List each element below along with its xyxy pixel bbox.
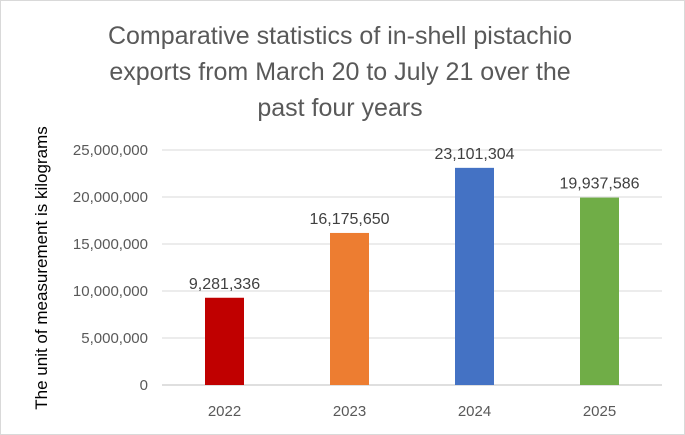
x-tick-label-2025: 2025 [583,403,616,420]
bar-2024 [455,167,494,385]
chart-title: Comparative statistics of in-shell pista… [40,18,640,126]
y-axis-ticks: 0 5,000,000 10,000,000 15,000,000 20,000,000… [73,142,148,394]
y-tick-label: 25,000,000 [73,142,148,159]
y-tick-label: 20,000,000 [73,189,148,206]
bar-2022 [205,297,244,385]
x-tick-label-2022: 2022 [208,403,241,420]
data-labels: 9,281,336 16,175,650 23,101,304 19,937,586 [189,146,640,293]
bar-2025 [580,197,619,385]
data-label-2023: 16,175,650 [309,211,389,228]
data-label-2022: 9,281,336 [189,276,260,293]
x-axis-ticks: 2022 2023 2024 2025 [208,403,616,420]
gridlines [162,149,662,386]
chart-title-line-1: Comparative statistics of in-shell pista… [107,22,573,50]
chart-title-line-3: past four years [257,94,423,122]
y-tick-label: 10,000,000 [73,283,148,300]
data-label-2025: 19,937,586 [559,176,639,193]
y-tick-label: 15,000,000 [73,236,148,253]
data-label-2024: 23,101,304 [434,146,514,163]
y-tick-label: 0 [140,377,148,394]
bars [205,167,619,385]
bar-2023 [330,232,369,385]
chart-title-line-2: exports from March 20 to July 21 over th… [109,58,571,86]
y-tick-label: 5,000,000 [81,330,148,347]
x-tick-label-2023: 2023 [333,403,366,420]
x-tick-label-2024: 2024 [458,403,491,420]
y-axis-label: The unit of measurement is kilograms [32,126,51,409]
